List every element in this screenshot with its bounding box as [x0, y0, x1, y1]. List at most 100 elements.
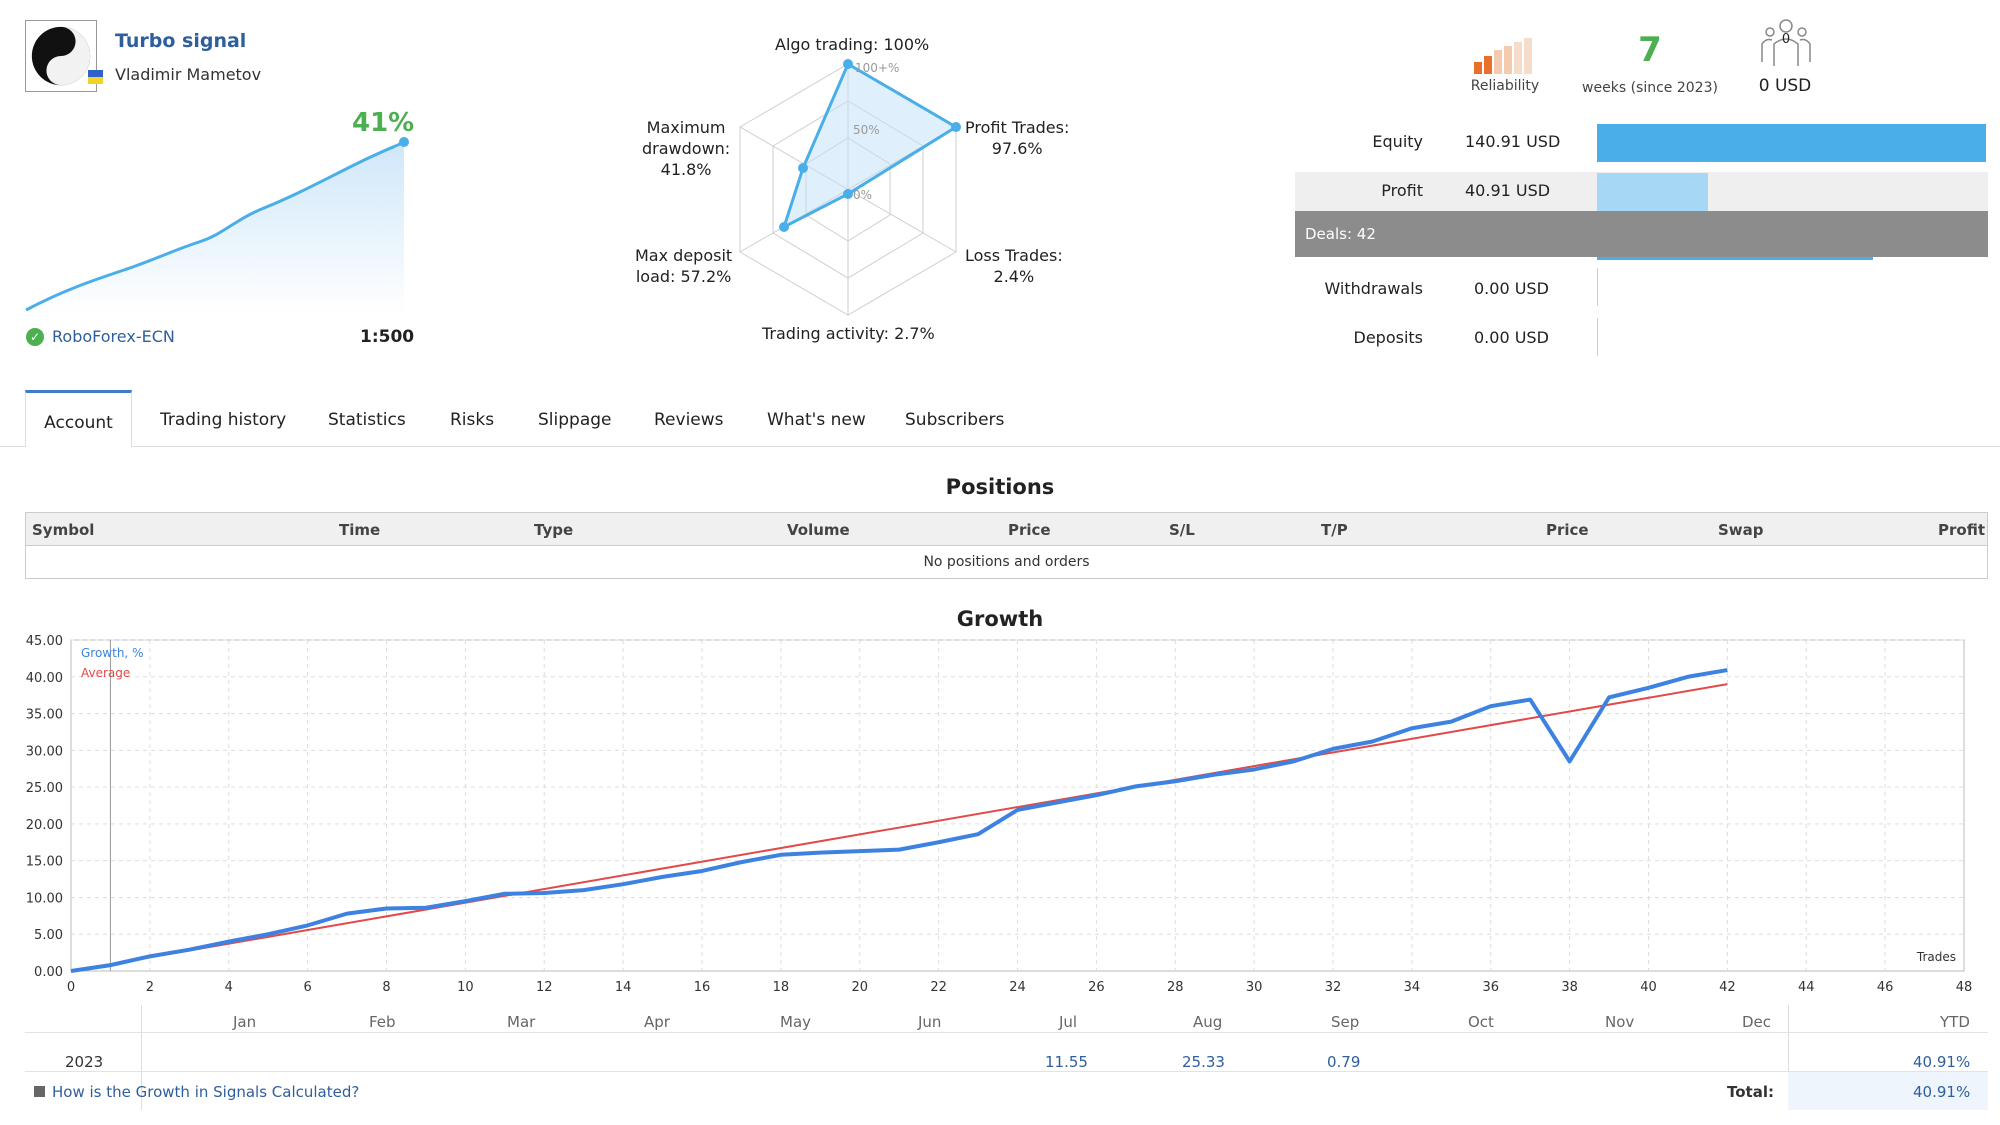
- x-tick-label: 16: [694, 980, 711, 995]
- radar-point-profit: [951, 122, 961, 132]
- weeks-count: 7: [1638, 30, 1662, 70]
- x-tick-label: 6: [303, 980, 311, 995]
- radar-label-loss: Loss Trades: 2.4%: [965, 246, 1063, 286]
- tab-risks[interactable]: Risks: [450, 410, 495, 430]
- profit-value: 40.91 USD: [1465, 181, 1551, 200]
- radar-label-deposit: Max deposit load: 57.2%: [635, 246, 733, 286]
- col-price[interactable]: Price: [1008, 521, 1051, 539]
- withdrawals-label: Withdrawals: [1324, 279, 1423, 298]
- tabs-divider: [0, 446, 2000, 447]
- col-tp[interactable]: T/P: [1321, 521, 1348, 539]
- radar-tick-50: 50%: [853, 123, 880, 137]
- col-swap[interactable]: Swap: [1718, 521, 1764, 539]
- positions-title: Positions: [945, 475, 1055, 499]
- value-aug: 25.33: [1182, 1053, 1225, 1071]
- month-mar: Mar: [507, 1013, 536, 1031]
- withdrawals-bar: [1597, 268, 1598, 306]
- month-feb: Feb: [369, 1013, 396, 1031]
- total-label: Total:: [1727, 1083, 1774, 1101]
- x-tick-label: 8: [382, 980, 390, 995]
- deals-bar: Deals: 42: [1295, 211, 1988, 257]
- y-tick-label: 15.00: [26, 855, 63, 870]
- radar-chart: 100+% 50% 0% Algo trading: 100% Profit T…: [620, 30, 1080, 350]
- x-tick-label: 12: [536, 980, 553, 995]
- x-tick-label: 28: [1167, 980, 1184, 995]
- total-value: 40.91%: [1913, 1083, 1971, 1101]
- signal-title[interactable]: Turbo signal: [115, 30, 247, 52]
- x-tick-label: 40: [1640, 980, 1657, 995]
- growth-help-link[interactable]: How is the Growth in Signals Calculated?: [52, 1083, 360, 1101]
- month-aug: Aug: [1193, 1013, 1223, 1031]
- deposits-bar: [1597, 318, 1598, 356]
- equity-label: Equity: [1372, 132, 1423, 151]
- col-sl[interactable]: S/L: [1169, 521, 1195, 539]
- tab-account[interactable]: Account: [25, 390, 132, 447]
- radar-label-activity: Trading activity: 2.7%: [762, 324, 935, 343]
- x-axis-label: Trades: [1916, 950, 1956, 964]
- y-tick-label: 35.00: [26, 708, 63, 723]
- withdrawals-value: 0.00 USD: [1474, 279, 1549, 298]
- ukraine-flag-icon: [88, 70, 103, 84]
- x-tick-label: 18: [773, 980, 790, 995]
- x-tick-label: 34: [1404, 980, 1421, 995]
- value-jul: 11.55: [1045, 1053, 1088, 1071]
- author-name[interactable]: Vladimir Mametov: [115, 65, 262, 84]
- y-tick-label: 20.00: [26, 818, 63, 833]
- profit-bar: [1597, 173, 1708, 211]
- month-apr: Apr: [644, 1013, 670, 1031]
- tab-trading-history[interactable]: Trading history: [160, 410, 287, 430]
- mini-chart-endpoint: [399, 137, 409, 147]
- col-price-current[interactable]: Price: [1546, 521, 1589, 539]
- y-tick-label: 25.00: [26, 781, 63, 796]
- y-tick-label: 10.00: [26, 891, 63, 906]
- mini-growth-chart: [25, 137, 409, 315]
- year-2023: 2023: [65, 1053, 104, 1071]
- radar-point-algo: [843, 59, 853, 69]
- legend-average: Average: [81, 666, 130, 680]
- average-series-line: [70, 683, 1728, 972]
- x-tick-label: 46: [1877, 980, 1894, 995]
- radar-label-profit: Profit Trades: 97.6%: [965, 118, 1070, 158]
- month-jan: Jan: [233, 1013, 257, 1031]
- month-jul: Jul: [1059, 1013, 1078, 1031]
- x-tick-label: 36: [1482, 980, 1499, 995]
- leverage: 1:500: [360, 327, 415, 347]
- col-profit[interactable]: Profit: [1938, 521, 1985, 539]
- tab-whats-new[interactable]: What's new: [767, 410, 866, 430]
- month-nov: Nov: [1605, 1013, 1635, 1031]
- verified-shield-icon: ✓: [26, 328, 44, 346]
- x-tick-label: 24: [1009, 980, 1026, 995]
- reliability-label: Reliability: [1470, 78, 1540, 94]
- x-tick-label: 48: [1956, 980, 1973, 995]
- col-symbol[interactable]: Symbol: [32, 521, 95, 539]
- x-tick-label: 38: [1561, 980, 1578, 995]
- broker-link[interactable]: RoboForex-ECN: [52, 327, 175, 346]
- x-tick-label: 32: [1325, 980, 1342, 995]
- x-tick-label: 0: [67, 980, 75, 995]
- month-dec: Dec: [1742, 1013, 1772, 1031]
- x-tick-label: 2: [146, 980, 154, 995]
- equity-bar: [1597, 124, 1986, 162]
- tab-statistics[interactable]: Statistics: [328, 410, 406, 430]
- col-time[interactable]: Time: [339, 521, 381, 539]
- positions-table: Symbol Time Type Volume Price S/L T/P Pr…: [25, 512, 1988, 579]
- tab-reviews[interactable]: Reviews: [654, 410, 724, 430]
- subscribers-usd: 0 USD: [1758, 76, 1812, 96]
- growth-series-line: [70, 668, 1728, 973]
- radar-tick-0: 0%: [853, 188, 873, 202]
- deposits-label: Deposits: [1353, 328, 1424, 347]
- tab-subscribers[interactable]: Subscribers: [905, 410, 1005, 430]
- y-tick-label: 40.00: [26, 671, 63, 686]
- col-volume[interactable]: Volume: [787, 521, 850, 539]
- value-ytd: 40.91%: [1913, 1053, 1971, 1071]
- tab-slippage[interactable]: Slippage: [538, 410, 612, 430]
- radar-point-deposit: [779, 222, 789, 232]
- subscribers-icon: [1761, 19, 1811, 66]
- avatar[interactable]: [25, 20, 97, 92]
- y-tick-label: 30.00: [26, 744, 63, 759]
- month-jun: Jun: [918, 1013, 942, 1031]
- reliability-bars-icon: [1474, 38, 1532, 74]
- col-type[interactable]: Type: [534, 521, 574, 539]
- x-tick-label: 26: [1088, 980, 1105, 995]
- subscribers-count: 0: [1781, 32, 1791, 47]
